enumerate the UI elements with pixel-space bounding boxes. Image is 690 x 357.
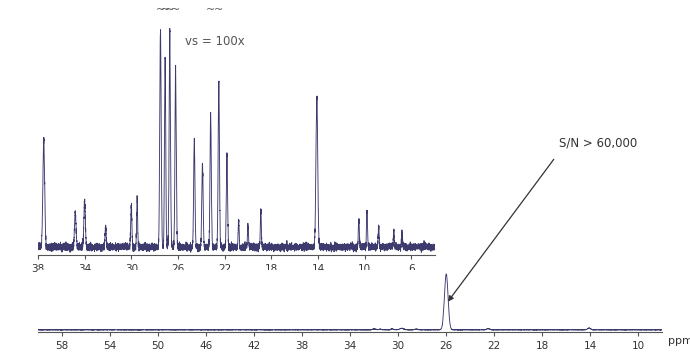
Text: ~: ~ — [161, 5, 170, 15]
Text: ppm: ppm — [669, 336, 690, 346]
Text: ~: ~ — [214, 5, 224, 15]
Text: vs = 100x: vs = 100x — [185, 35, 244, 48]
Text: S/N > 60,000: S/N > 60,000 — [559, 136, 637, 149]
Text: ~: ~ — [206, 5, 215, 15]
Text: ~: ~ — [171, 5, 180, 15]
Text: ppm: ppm — [444, 271, 469, 281]
Text: ~: ~ — [165, 5, 175, 15]
Text: ~: ~ — [156, 5, 165, 15]
